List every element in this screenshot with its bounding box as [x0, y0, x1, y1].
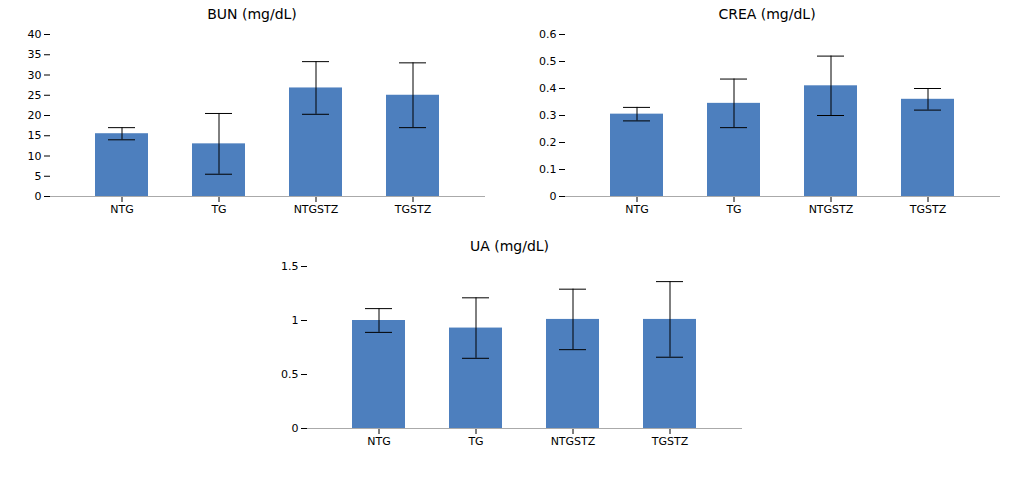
svg-text:0.6: 0.6	[539, 28, 557, 41]
svg-text:NTG: NTG	[110, 203, 133, 216]
svg-text:NTGSTZ: NTGSTZ	[293, 203, 338, 216]
svg-text:TGSTZ: TGSTZ	[393, 203, 431, 216]
svg-text:TG: TG	[467, 435, 483, 448]
svg-text:NTGSTZ: NTGSTZ	[551, 435, 596, 448]
svg-text:20: 20	[27, 109, 41, 122]
svg-text:15: 15	[27, 129, 41, 142]
svg-text:0.4: 0.4	[539, 82, 557, 95]
svg-text:30: 30	[27, 69, 41, 82]
svg-text:5: 5	[34, 170, 41, 183]
svg-text:0: 0	[292, 422, 299, 435]
svg-text:TGSTZ: TGSTZ	[651, 435, 689, 448]
html-text:UA (mg/dL): UA (mg/dL)	[469, 238, 550, 254]
svg-text:NTGSTZ: NTGSTZ	[808, 203, 853, 216]
svg-text:0.3: 0.3	[539, 109, 557, 122]
svg-text:0.2: 0.2	[539, 136, 557, 149]
svg-text:25: 25	[27, 89, 41, 102]
svg-text:0.5: 0.5	[539, 55, 557, 68]
svg-text:0.5: 0.5	[281, 368, 299, 381]
html-text:BUN (mg/dL): BUN (mg/dL)	[207, 6, 297, 22]
svg-text:40: 40	[27, 28, 41, 41]
svg-text:TGSTZ: TGSTZ	[908, 203, 946, 216]
svg-text:10: 10	[27, 150, 41, 163]
svg-text:NTG: NTG	[625, 203, 648, 216]
svg-text:1: 1	[292, 314, 299, 327]
svg-text:0: 0	[549, 190, 556, 203]
svg-text:NTG: NTG	[367, 435, 390, 448]
svg-text:1.5: 1.5	[281, 260, 299, 273]
svg-text:TG: TG	[725, 203, 741, 216]
svg-text:0: 0	[34, 190, 41, 203]
html-text:CREA (mg/dL): CREA (mg/dL)	[718, 6, 816, 22]
svg-text:TG: TG	[210, 203, 226, 216]
svg-text:35: 35	[27, 48, 41, 61]
svg-text:0.1: 0.1	[539, 163, 557, 176]
